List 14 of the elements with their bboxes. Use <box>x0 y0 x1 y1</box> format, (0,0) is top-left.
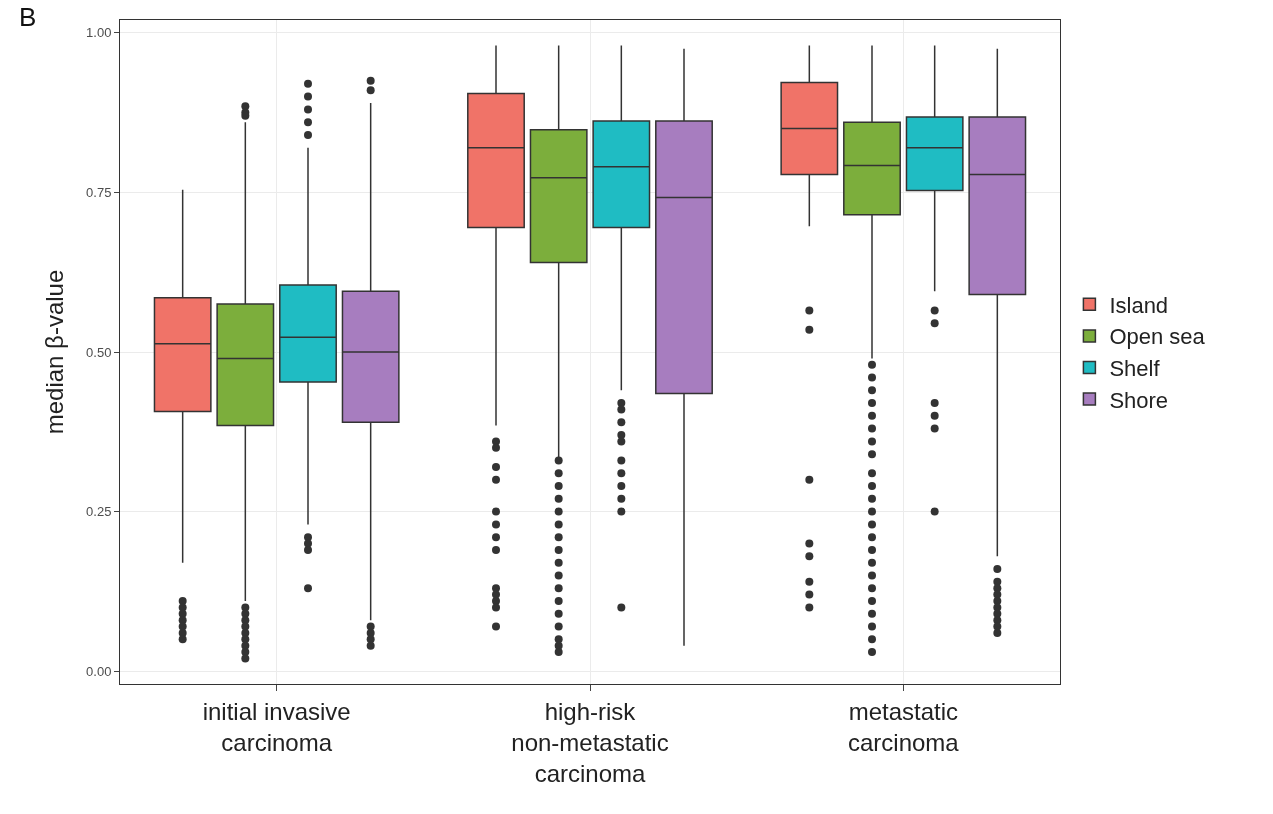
legend-label: Shelf <box>1109 356 1161 382</box>
legend-label: Shore <box>1109 387 1169 413</box>
y-axis-title: median β-value <box>41 269 69 435</box>
x-tick-label: initial invasive carcinoma <box>202 697 351 756</box>
legend-label: Open sea <box>1109 324 1206 350</box>
y-tick-label: 0.50 <box>86 344 112 360</box>
y-tick-label: 0.75 <box>86 184 112 200</box>
y-tick-label: 1.00 <box>86 25 112 41</box>
text: B <box>19 2 37 32</box>
legend-label: Island <box>1109 292 1169 318</box>
x-tick-label: high-risk non-metastatic carcinoma <box>511 697 669 788</box>
x-tick-label: metastatic carcinoma <box>847 697 960 756</box>
y-tick-label: 0.25 <box>86 504 112 520</box>
y-tick-label: 0.00 <box>86 663 112 679</box>
